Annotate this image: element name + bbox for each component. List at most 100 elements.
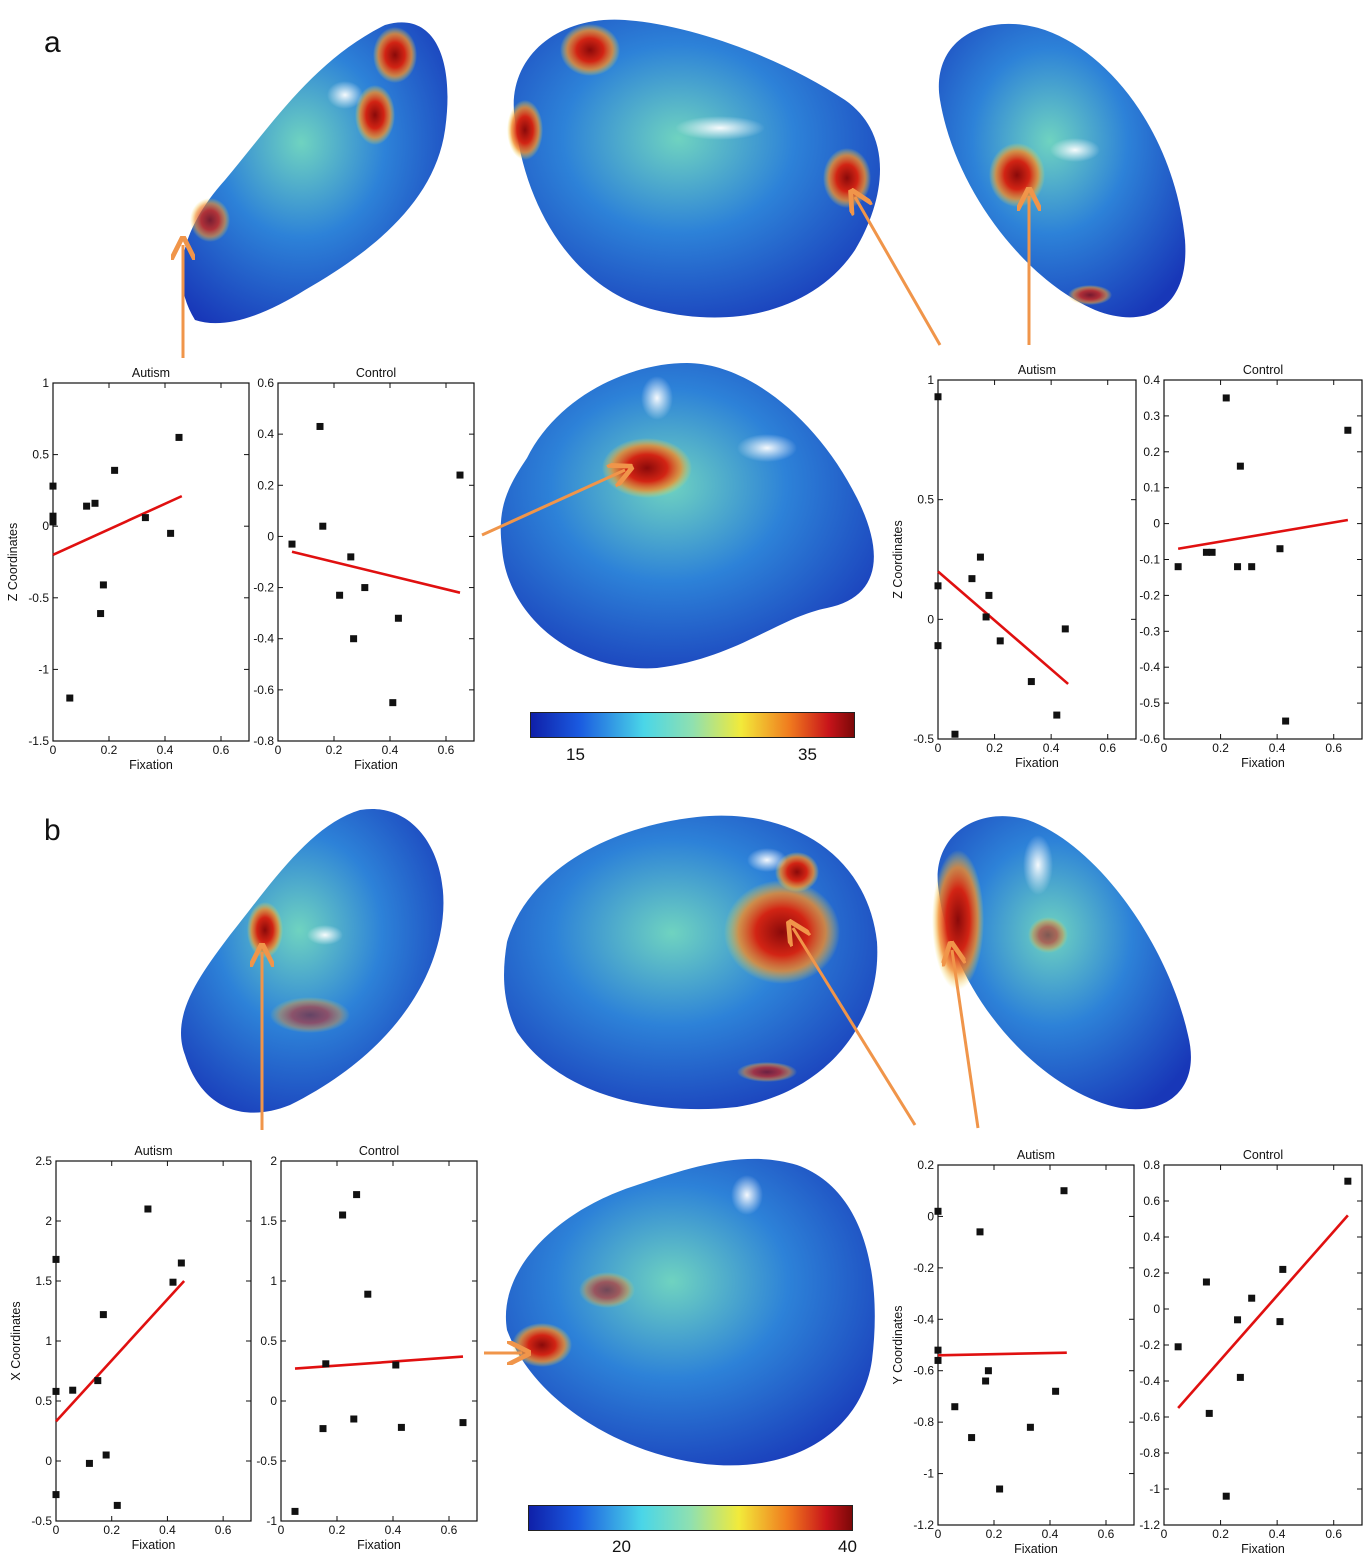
data-point xyxy=(968,1434,976,1442)
y-tick-label: -0.4 xyxy=(913,1312,934,1326)
regression-line xyxy=(1177,1214,1349,1409)
data-point xyxy=(397,1423,405,1431)
x-tick-label: 0.4 xyxy=(1269,741,1286,755)
data-point xyxy=(350,635,358,643)
y-tick-label: -0.4 xyxy=(1139,1374,1160,1388)
x-tick-label: 0.2 xyxy=(103,1523,120,1537)
arrow-b-right xyxy=(952,950,980,1129)
x-tick-label: 0.2 xyxy=(326,743,343,757)
x-tick-label: 0.2 xyxy=(1212,1527,1229,1541)
data-point xyxy=(322,1360,330,1368)
y-tick-label: 0 xyxy=(1153,1302,1160,1316)
data-point xyxy=(1205,1409,1213,1417)
regression-line xyxy=(937,570,1069,685)
data-point xyxy=(982,1377,990,1385)
regression-line xyxy=(55,1280,186,1423)
y-tick-label: -0.6 xyxy=(1139,1410,1160,1424)
data-point xyxy=(52,1491,60,1499)
data-point xyxy=(113,1501,121,1509)
x-tick-label: 0.6 xyxy=(438,743,455,757)
x-tick-label: 0.2 xyxy=(986,1527,1003,1541)
data-point xyxy=(336,591,344,599)
colorbar-a-min-label: 15 xyxy=(566,745,585,764)
panel-label-b: b xyxy=(44,814,61,847)
y-tick-label: 0.4 xyxy=(1143,1230,1160,1244)
panel-label-a: a xyxy=(44,26,61,59)
y-tick-label: -1 xyxy=(38,662,49,676)
x-tick-label: 0.4 xyxy=(382,743,399,757)
x-tick-label: 0.2 xyxy=(329,1523,346,1537)
data-point xyxy=(1234,563,1242,571)
data-point xyxy=(1174,563,1182,571)
data-point xyxy=(951,730,959,738)
y-tick-label: -1.2 xyxy=(1139,1518,1160,1532)
x-tick-label: 0 xyxy=(275,743,282,757)
data-point xyxy=(934,582,942,590)
y-tick-label: 0.5 xyxy=(32,448,49,462)
data-point xyxy=(1344,426,1352,434)
data-point xyxy=(1174,1343,1182,1351)
y-tick-label: -1 xyxy=(923,1467,934,1481)
data-point xyxy=(934,642,942,650)
x-tick-label: 0.4 xyxy=(1043,741,1060,755)
x-tick-label: 0.4 xyxy=(159,1523,176,1537)
y-tick-label: -0.6 xyxy=(253,683,274,697)
y-tick-label: 2 xyxy=(45,1214,52,1228)
colorbar-a xyxy=(530,712,855,738)
x-tick-label: 0.4 xyxy=(157,743,174,757)
data-point xyxy=(288,540,296,548)
data-point xyxy=(167,529,175,537)
y-axis-label: X Coordinates xyxy=(9,1301,23,1380)
data-point xyxy=(319,522,327,530)
data-point xyxy=(982,613,990,621)
plot-title: Control xyxy=(1243,1148,1283,1162)
data-point xyxy=(984,1367,992,1375)
y-tick-label: 0 xyxy=(927,1209,934,1223)
y-axis-label: Z Coordinates xyxy=(891,520,905,599)
data-point xyxy=(361,584,369,592)
y-tick-label: 1 xyxy=(42,376,49,390)
y-tick-label: -0.2 xyxy=(1139,588,1160,602)
y-tick-label: -0.5 xyxy=(1139,696,1160,710)
regression-line xyxy=(291,550,461,594)
data-point xyxy=(996,1485,1004,1493)
data-point xyxy=(934,1356,942,1364)
x-axis-label: Fixation xyxy=(132,1538,176,1552)
structure-render-b-center-top xyxy=(504,815,878,1110)
x-axis-label: Fixation xyxy=(1241,756,1285,770)
structure-render-a-left xyxy=(181,22,448,324)
x-tick-label: 0 xyxy=(935,1527,942,1541)
y-tick-label: -0.5 xyxy=(913,732,934,746)
x-tick-label: 0.4 xyxy=(1042,1527,1059,1541)
data-point xyxy=(934,1207,942,1215)
x-axis-label: Fixation xyxy=(129,758,173,772)
x-axis-label: Fixation xyxy=(354,758,398,772)
plot-title: Control xyxy=(359,1144,399,1158)
data-point xyxy=(1236,462,1244,470)
y-tick-label: 0.4 xyxy=(1143,373,1160,387)
regression-line xyxy=(937,1351,1067,1357)
x-axis-label: Fixation xyxy=(1015,756,1059,770)
data-point xyxy=(347,553,355,561)
y-tick-label: 0.1 xyxy=(1143,481,1160,495)
y-tick-label: -0.3 xyxy=(1139,624,1160,638)
y-tick-label: 0.5 xyxy=(35,1394,52,1408)
x-tick-label: 0 xyxy=(935,741,942,755)
data-point xyxy=(1248,563,1256,571)
data-point xyxy=(169,1278,177,1286)
plot-title: Autism xyxy=(134,1144,172,1158)
data-point xyxy=(1202,1278,1210,1286)
plot-frame xyxy=(937,1164,1135,1526)
data-point xyxy=(353,1191,361,1199)
data-point xyxy=(1234,1316,1242,1324)
x-tick-label: 0 xyxy=(1161,1527,1168,1541)
y-axis-label: Z Coordinates xyxy=(6,523,20,602)
y-tick-label: -0.2 xyxy=(253,581,274,595)
arrow-b-center-top xyxy=(793,928,917,1126)
data-point xyxy=(394,614,402,622)
y-tick-label: 0.6 xyxy=(257,376,274,390)
y-tick-label: 0.5 xyxy=(917,493,934,507)
data-point xyxy=(177,1259,185,1267)
y-tick-label: -0.1 xyxy=(1139,553,1160,567)
